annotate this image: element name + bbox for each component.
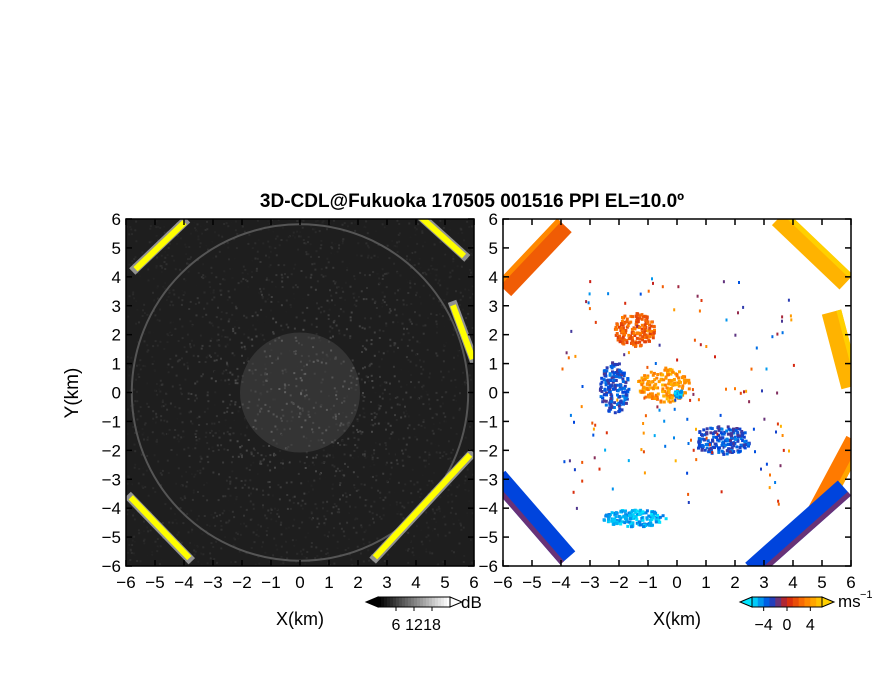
y-tick-label: −6 (479, 557, 498, 576)
x-tick-label: −2 (232, 573, 251, 592)
colorbar-extend-high (821, 596, 836, 608)
colorbar-tick-label: −4 (755, 617, 773, 634)
velocity-field (503, 219, 851, 566)
colorbar-tick-label: 4 (806, 617, 815, 634)
x-tick-label: −5 (522, 573, 541, 592)
rim-band (771, 219, 851, 290)
x-tick-label: 2 (353, 573, 362, 592)
rim-band (745, 480, 851, 566)
y-tick-label: 3 (112, 297, 121, 316)
x-tick-label: −3 (580, 573, 599, 592)
figure-title: 3D-CDL@Fukuoka 170505 001516 PPI EL=10.0… (260, 191, 684, 212)
rim-band (503, 470, 576, 565)
y-tick-label: 2 (112, 326, 121, 345)
y-tick-label: 0 (112, 384, 121, 403)
velocity-panel: −6 −5 −4 −3 −2 −1 0 1 2 3 4 5 6 6 5 4 3 2 1 0 −1 −2 −3 −4 −5 −6 (479, 210, 856, 592)
right-x-axis-label: X(km) (653, 609, 701, 629)
y-tick-label: −4 (102, 499, 121, 518)
y-tick-label: −2 (102, 441, 121, 460)
rim-band (503, 219, 572, 297)
y-tick-label: −5 (479, 528, 498, 547)
x-tick-label: 0 (295, 573, 304, 592)
x-tick-label: 6 (469, 573, 478, 592)
clutter-arc (129, 219, 191, 275)
x-tick-label: −4 (551, 573, 570, 592)
colorbar-tick-label: 0 (783, 617, 792, 634)
velocity-cluster (673, 389, 684, 400)
velocity-cluster (613, 312, 656, 348)
x-tick-label: 5 (817, 573, 826, 592)
y-tick-label: 6 (112, 210, 121, 229)
colorbar-tick-label: 12 (405, 617, 423, 634)
velocity-cluster (637, 366, 691, 404)
x-tick-label: −6 (116, 573, 135, 592)
y-tick-label: −6 (102, 557, 121, 576)
y-tick-label: −2 (479, 441, 498, 460)
x-tick-label: 5 (440, 573, 449, 592)
velocity-colorbar: −4 0 4 ms −1 (738, 589, 873, 634)
colorbar-extend-low (364, 596, 379, 608)
reflectivity-panel: −6 −5 −4 −3 −2 −1 0 1 2 3 4 5 6 6 5 4 3 2 1 0 −1 −2 −3 −4 −5 −6 (102, 210, 479, 592)
rim-band (821, 309, 851, 390)
y-tick-label: 1 (112, 355, 121, 374)
x-tick-label: −1 (261, 573, 280, 592)
colorbar-tick-label: 6 (392, 617, 401, 634)
x-tick-label: 0 (672, 573, 681, 592)
y-tick-label: 6 (489, 210, 498, 229)
clutter-arc (413, 219, 471, 262)
x-tick-label: 4 (411, 573, 420, 592)
colorbar-extend-high (449, 596, 464, 608)
y-tick-label: 5 (112, 239, 121, 258)
x-tick-label: 6 (846, 573, 855, 592)
x-tick-label: 2 (730, 573, 739, 592)
velocity-cluster (602, 508, 668, 529)
y-tick-label: 4 (489, 268, 498, 287)
center-glow (240, 332, 360, 453)
x-tick-label: 1 (324, 573, 333, 592)
x-tick-label: −1 (638, 573, 657, 592)
reflectivity-colorbar: 6 12 18 dB (364, 593, 482, 634)
clutter-arc (369, 449, 474, 564)
y-axis-label: Y(km) (62, 368, 83, 419)
y-tick-label: 4 (112, 268, 121, 287)
colorbar-extend-low (738, 596, 753, 608)
y-tick-label: −1 (479, 412, 498, 431)
x-tick-label: −6 (493, 573, 512, 592)
x-tick-label: −5 (145, 573, 164, 592)
velocity-cluster (598, 361, 631, 415)
clutter-arc (126, 491, 196, 565)
x-tick-label: 1 (701, 573, 710, 592)
x-tick-label: 3 (759, 573, 768, 592)
y-tick-label: −3 (479, 470, 498, 489)
y-tick-label: −3 (102, 470, 121, 489)
y-tick-label: −4 (479, 499, 498, 518)
y-tick-label: 3 (489, 297, 498, 316)
x-tick-label: −4 (174, 573, 193, 592)
colorbar-tick-label: 18 (423, 617, 441, 634)
y-tick-label: −5 (102, 528, 121, 547)
x-tick-label: −2 (609, 573, 628, 592)
y-tick-label: 5 (489, 239, 498, 258)
x-tick-label: 4 (788, 573, 797, 592)
y-tick-label: −1 (102, 412, 121, 431)
left-x-axis-label: X(km) (276, 609, 324, 629)
reflectivity-field (126, 219, 474, 566)
y-tick-label: 0 (489, 384, 498, 403)
colorbar-unit-exponent: −1 (860, 589, 873, 601)
x-tick-label: −3 (203, 573, 222, 592)
x-tick-label: 3 (382, 573, 391, 592)
colorbar-unit: dB (461, 593, 482, 612)
y-tick-label: 2 (489, 326, 498, 345)
y-tick-label: 1 (489, 355, 498, 374)
clutter-arc (447, 299, 474, 365)
colorbar-unit: ms (838, 592, 861, 611)
